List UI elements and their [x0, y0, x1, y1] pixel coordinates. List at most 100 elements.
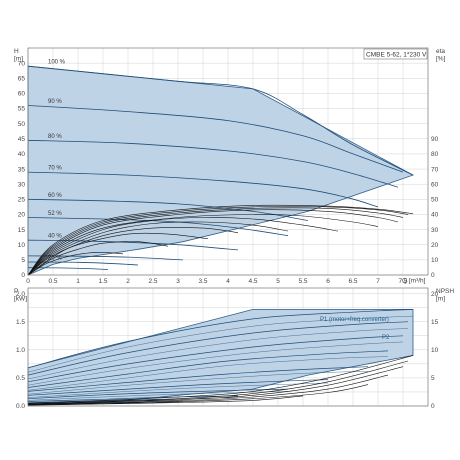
p2-curve: [27, 382, 329, 398]
flow-x-axis-title: Q [m³/h]: [402, 278, 426, 285]
npsh-curve: [27, 360, 409, 405]
head-x-tick-label: 2.5: [148, 278, 157, 285]
head-x-tick-label: 4: [226, 278, 230, 285]
speed-curve-label: 70 %: [48, 166, 62, 172]
speed-curve: [27, 139, 399, 188]
efficiency-curve: [27, 232, 209, 276]
p2-label: P2: [382, 335, 390, 341]
p1-curve: [27, 350, 389, 388]
efficiency-curve: [27, 207, 404, 276]
power-y-tick-label: 0.0: [16, 403, 25, 410]
head-y-tick-label: 20: [18, 212, 26, 219]
efficiency-curve: [27, 241, 169, 276]
head-x-ticks: 0 0.5 1 1.5 2 2.5 3 3.5 4 4.5 5 5.5 6 6.5 7 7.5: [26, 278, 408, 285]
efficiency-y-tick-label: 40: [431, 212, 439, 219]
p1-curve: [27, 335, 404, 383]
efficiency-y-axis-title: eta [%]: [436, 48, 446, 63]
efficiency-y-tick-label: 30: [431, 227, 439, 234]
efficiency-curve: [27, 251, 124, 276]
npsh-curve: [27, 374, 389, 405]
head-x-tick-label: 5: [276, 278, 280, 285]
head-x-tick-label: 6: [326, 278, 330, 285]
speed-curve-label: 90 %: [48, 99, 62, 105]
power-y-ticks-right: 0 5 10 15 20: [431, 291, 439, 410]
efficiency-curve: [27, 204, 414, 276]
head-x-tick-label: 0: [26, 278, 30, 285]
efficiency-y-tick-label: 10: [431, 257, 439, 264]
head-y-tick-label: 70: [18, 60, 26, 67]
head-y-ticks-right: 0 10 20 30 40 50 60 70 80 90: [431, 136, 439, 279]
head-x-tick-label: 5.5: [298, 278, 307, 285]
head-panel: 100 % 90 % 80 % 70 % 60 % 52 % 40 % 25 % CMBE 5…: [14, 47, 446, 285]
head-y-ticks-left: 0 5 10 15 20 25 30 35 40 45 50 55 60 65 70: [18, 60, 26, 279]
efficiency-y-tick-label: 60: [431, 181, 439, 188]
npsh-y-axis-title: NPSH [m]: [436, 288, 454, 303]
efficiency-y-tick-label: 80: [431, 151, 439, 158]
speed-curve-label: 80 %: [48, 134, 62, 140]
head-y-tick-label: 10: [18, 242, 26, 249]
efficiency-curve: [27, 217, 339, 276]
power-y-axis-title: P [kW]: [14, 288, 27, 303]
efficiency-curve: [27, 209, 399, 276]
power-y-tick-label: 1.0: [16, 347, 25, 354]
head-y-tick-label: 55: [18, 106, 26, 113]
efficiency-curve: [27, 227, 239, 276]
head-x-tick-label: 1.5: [98, 278, 107, 285]
head-y-tick-label: 30: [18, 181, 26, 188]
efficiency-y-tick-label: 90: [431, 136, 439, 143]
efficiency-curve: [27, 206, 409, 276]
head-x-tick-label: 7.5: [398, 278, 407, 285]
head-y-axis-title: H [m]: [14, 48, 23, 63]
p2-curve: [27, 341, 404, 386]
head-x-tick-label: 3: [176, 278, 180, 285]
p1-curve: [27, 388, 289, 400]
head-x-tick-label: 7: [376, 278, 380, 285]
head-y-tick-label: 40: [18, 151, 26, 158]
head-y-tick-label: 5: [21, 257, 25, 264]
speed-curve: [27, 198, 309, 221]
speed-curve-labels: 100 % 90 % 80 % 70 % 60 % 52 % 40 % 25 %: [48, 60, 66, 262]
p2-curve: [27, 391, 289, 401]
npsh-y-tick-label: 15: [431, 319, 439, 326]
head-x-tick-label: 2: [126, 278, 130, 285]
speed-curve-label: 25 %: [48, 255, 62, 261]
speed-curve-label: 60 %: [48, 193, 62, 199]
efficiency-curve: [27, 221, 289, 276]
power-y-ticks-left: 0.0 0.5 1.0 1.5 2.0: [16, 291, 25, 410]
npsh-y-tick-label: 20: [431, 291, 439, 298]
npsh-y-tick-label: 0: [431, 403, 435, 410]
p1-curve: [27, 379, 329, 396]
head-x-tick-label: 4.5: [248, 278, 257, 285]
head-y-tick-label: 15: [18, 227, 26, 234]
npsh-curve: [27, 366, 404, 405]
head-x-tick-label: 0.5: [48, 278, 57, 285]
p2-curve: [27, 370, 369, 395]
head-y-tick-label: 60: [18, 91, 26, 98]
npsh-curve: [27, 395, 304, 406]
power-panel: P1 (motor+freq.converter) P2 0.0 0.5 1.0 1.…: [14, 287, 454, 410]
head-x-tick-label: 1: [76, 278, 80, 285]
operating-envelope-head: [27, 65, 414, 276]
p1-curve: [27, 321, 409, 376]
head-y-tick-label: 65: [18, 75, 26, 82]
efficiency-curves: [27, 204, 414, 276]
power-y-tick-label: 1.5: [16, 319, 25, 326]
efficiency-y-tick-label: 70: [431, 166, 439, 173]
p2-curve: [27, 356, 389, 391]
efficiency-y-tick-label: 0: [431, 272, 435, 279]
efficiency-curve: [27, 214, 379, 276]
model-label: CMBE 5-62, 1*230 V: [366, 52, 427, 59]
speed-curve-label: 52 %: [48, 211, 62, 217]
head-y-tick-label: 35: [18, 166, 26, 173]
speed-curve: [27, 267, 109, 270]
speed-curve-label: 40 %: [48, 234, 62, 240]
model-label-box: [363, 48, 428, 60]
speed-curve-label: 100 %: [48, 60, 66, 66]
efficiency-y-tick-label: 50: [431, 197, 439, 204]
p2-curve: [27, 315, 414, 373]
efficiency-y-tick-label: 20: [431, 242, 439, 249]
npsh-y-tick-label: 5: [431, 375, 435, 382]
p1-curve: [27, 366, 369, 392]
power-y-tick-label: 0.5: [16, 375, 25, 382]
head-frame: [27, 47, 429, 276]
